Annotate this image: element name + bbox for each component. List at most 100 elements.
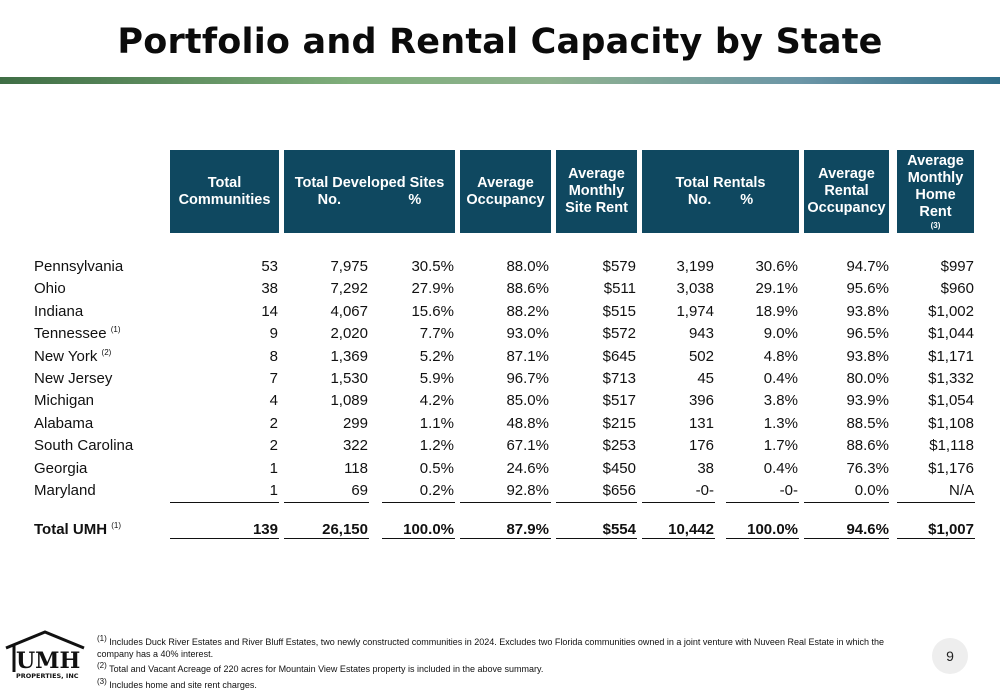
cell-rp: 30.6% <box>755 258 798 275</box>
header-line: Monthly <box>569 183 625 200</box>
cell-dp: 27.9% <box>411 280 454 297</box>
state-name: Indiana <box>34 303 83 320</box>
cell-sr: $554 <box>603 521 636 538</box>
state-name: New York <box>34 348 97 365</box>
cell-rn: 176 <box>689 437 714 454</box>
total-rule <box>284 538 369 539</box>
cell-dp: 1.2% <box>420 437 454 454</box>
state-label: New York (2) <box>34 348 111 365</box>
header-line: Occupancy <box>807 200 885 217</box>
cell-ro: 88.5% <box>846 415 889 432</box>
footnote-text: Total and Vacant Acreage of 220 acres fo… <box>109 664 543 674</box>
total-rule <box>556 538 637 539</box>
cell-rn: 943 <box>689 325 714 342</box>
cell-hr: $1,044 <box>928 325 974 342</box>
cell-dn: 118 <box>344 460 368 477</box>
cell-c: 1 <box>270 460 278 477</box>
cell-rn: 131 <box>689 415 714 432</box>
state-label: Alabama <box>34 415 93 432</box>
subtotal-rule <box>460 502 551 503</box>
cell-dn: 26,150 <box>322 521 368 538</box>
cell-sr: $572 <box>603 325 636 342</box>
header-line: Average <box>568 166 625 183</box>
cell-ro: 76.3% <box>846 460 889 477</box>
cell-c: 2 <box>270 437 278 454</box>
total-rule <box>642 538 715 539</box>
cell-sr: $645 <box>603 348 636 365</box>
cell-c: 139 <box>253 521 278 538</box>
cell-dn: 7,975 <box>330 258 368 275</box>
cell-rn: 38 <box>697 460 714 477</box>
total-rule <box>726 538 799 539</box>
state-label: Indiana <box>34 303 83 320</box>
cell-dp: 15.6% <box>411 303 454 320</box>
cell-c: 8 <box>270 348 278 365</box>
state-name: Tennessee <box>34 325 107 342</box>
header-line: Rent <box>919 204 951 221</box>
header-rent-pct: % <box>740 192 753 209</box>
header-line: Total Rentals <box>676 175 766 192</box>
header-site-rent: Average Monthly Site Rent <box>556 150 637 233</box>
cell-dn: 1,369 <box>330 348 368 365</box>
cell-hr: $1,108 <box>928 415 974 432</box>
total-rule <box>897 538 975 539</box>
cell-dn: 322 <box>343 437 368 454</box>
cell-ro: 94.7% <box>846 258 889 275</box>
state-label: South Carolina <box>34 437 133 454</box>
cell-rp: 1.3% <box>764 415 798 432</box>
state-name: South Carolina <box>34 437 133 454</box>
cell-rp: 1.7% <box>764 437 798 454</box>
cell-rp: -0- <box>780 482 798 499</box>
cell-sr: $517 <box>603 392 636 409</box>
state-name: Pennsylvania <box>34 258 123 275</box>
state-label: Georgia <box>34 460 87 477</box>
cell-occ: 85.0% <box>506 392 549 409</box>
cell-dn: 4,067 <box>330 303 368 320</box>
cell-c: 2 <box>270 415 278 432</box>
state-name: Michigan <box>34 392 94 409</box>
cell-hr: $960 <box>941 280 974 297</box>
header-line: Average <box>907 153 964 170</box>
cell-dn: 2,020 <box>330 325 368 342</box>
cell-occ: 93.0% <box>506 325 549 342</box>
state-label: Maryland <box>34 482 96 499</box>
footnote-2: (2) Total and Vacant Acreage of 220 acre… <box>97 660 897 676</box>
header-developed-sites: Total Developed Sites No. % <box>284 150 455 233</box>
cell-c: 14 <box>261 303 278 320</box>
cell-rp: 9.0% <box>764 325 798 342</box>
cell-hr: $997 <box>941 258 974 275</box>
total-rule <box>382 538 455 539</box>
cell-ro: 93.8% <box>846 348 889 365</box>
cell-hr: $1,171 <box>928 348 974 365</box>
cell-sr: $579 <box>603 258 636 275</box>
cell-hr: $1,176 <box>928 460 974 477</box>
total-rule <box>170 538 279 539</box>
state-label: New Jersey <box>34 370 112 387</box>
cell-ro: 88.6% <box>846 437 889 454</box>
cell-rn: 502 <box>689 348 714 365</box>
cell-occ: 92.8% <box>506 482 549 499</box>
umh-logo: UMH PROPERTIES, INC <box>4 628 86 680</box>
header-line: Home <box>915 187 955 204</box>
cell-occ: 67.1% <box>506 437 549 454</box>
cell-rp: 0.4% <box>764 370 798 387</box>
cell-ro: 95.6% <box>846 280 889 297</box>
cell-dp: 1.1% <box>420 415 454 432</box>
footnote-mark: (2) <box>97 661 107 670</box>
cell-c: 1 <box>270 482 278 499</box>
cell-ro: 94.6% <box>846 521 889 538</box>
cell-hr: N/A <box>949 482 974 499</box>
logo-text: UMH <box>16 648 80 674</box>
cell-rp: 29.1% <box>755 280 798 297</box>
state-name: Alabama <box>34 415 93 432</box>
state-label: Michigan <box>34 392 94 409</box>
cell-hr: $1,007 <box>928 521 974 538</box>
cell-hr: $1,118 <box>929 437 974 454</box>
cell-rp: 100.0% <box>747 521 798 538</box>
subtotal-rule <box>897 502 975 503</box>
cell-dn: 299 <box>343 415 368 432</box>
